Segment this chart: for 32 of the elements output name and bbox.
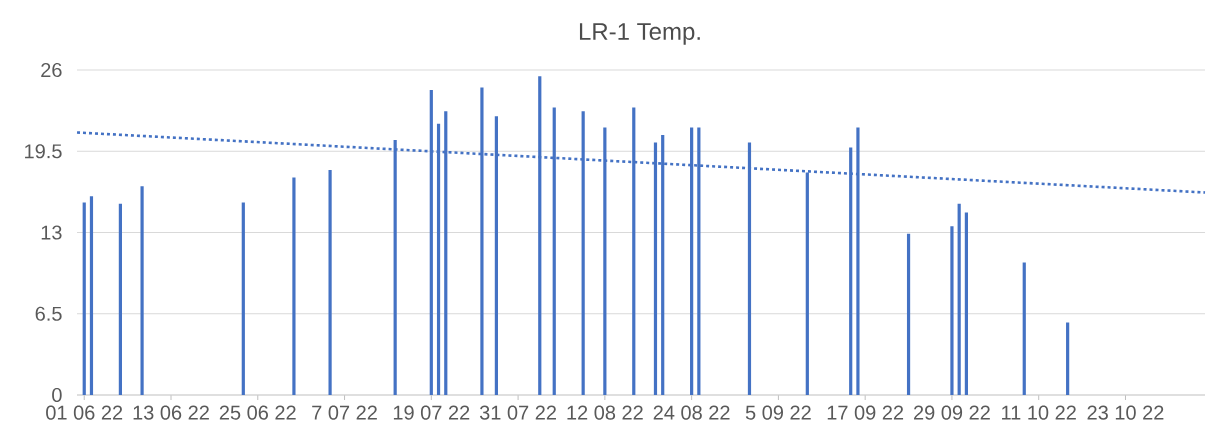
x-tick-label: 7 07 22 [312, 405, 377, 420]
bar [950, 226, 954, 395]
x-tick-label: 25 06 22 [219, 405, 296, 420]
x-tick-label: 01 06 22 [46, 405, 123, 420]
y-tick-label: 6.5 [35, 306, 62, 321]
chart-title: LR-1 Temp. [579, 23, 700, 45]
x-tick-label: 24 08 22 [653, 405, 730, 420]
bar [118, 203, 122, 395]
bar [292, 177, 296, 395]
bar [82, 202, 86, 395]
x-tick-label: 12 08 22 [567, 405, 643, 420]
bar [140, 186, 144, 395]
x-tick-label: 19 07 22 [393, 405, 470, 420]
bar [957, 203, 961, 395]
y-tick-label: 26 [41, 62, 62, 78]
x-tick-label: 17 09 22 [827, 405, 904, 420]
x-tick-label: 11 10 22 [1002, 405, 1076, 420]
bar [241, 202, 245, 395]
bar [964, 212, 968, 395]
bar [89, 196, 94, 395]
x-tick-label: 31 07 22 [479, 405, 556, 420]
x-tick-label: 29 09 22 [914, 405, 990, 420]
y-tick-label: 13 [41, 225, 62, 240]
x-tick-label: 13 06 22 [133, 405, 209, 420]
y-tick-label: 0 [52, 387, 62, 403]
bar [1066, 322, 1070, 395]
x-tick-label: 23 10 22 [1087, 405, 1164, 420]
x-tick-label: 5 09 22 [745, 405, 811, 420]
bar [1022, 262, 1026, 395]
bar [328, 170, 332, 395]
y-tick-label: 19.5 [25, 144, 62, 159]
bar [906, 233, 911, 395]
